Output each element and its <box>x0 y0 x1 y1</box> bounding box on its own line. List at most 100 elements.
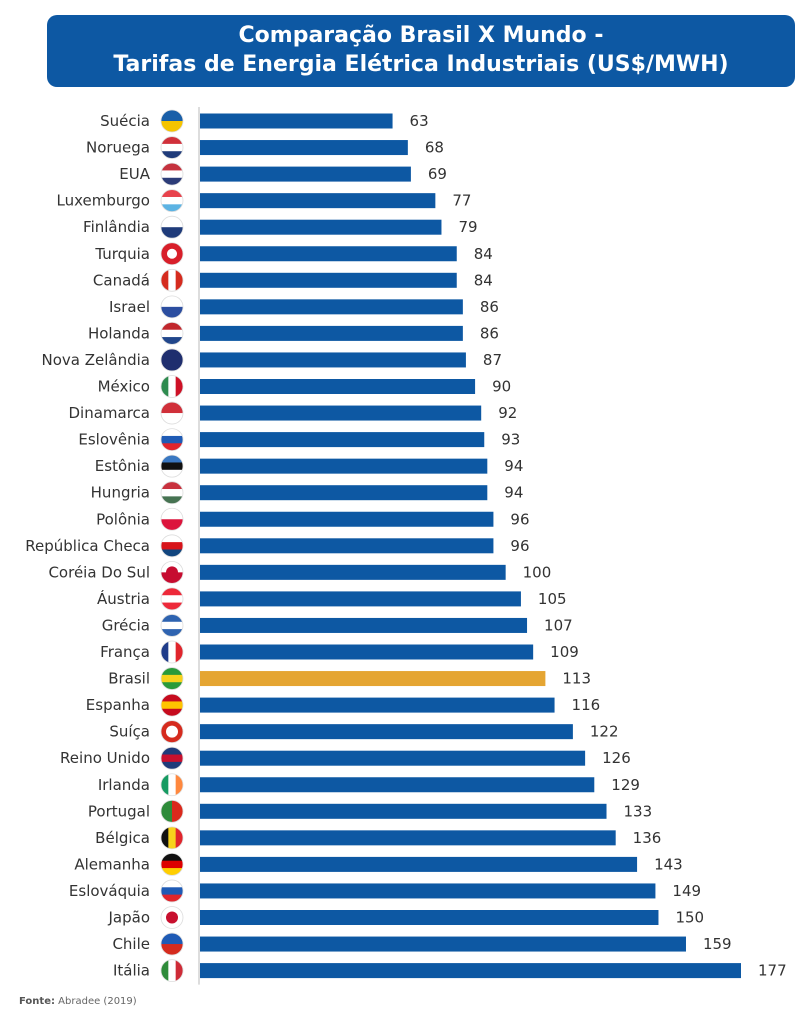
flag-border <box>160 720 184 744</box>
category-label: Grécia <box>102 616 150 634</box>
flag-border <box>160 587 184 611</box>
category-label: Suécia <box>100 112 150 130</box>
category-label: Suíça <box>109 723 150 741</box>
bar <box>200 856 638 872</box>
bar <box>200 750 586 766</box>
bar <box>200 697 555 713</box>
flag-border <box>160 693 184 717</box>
flag-border <box>160 375 184 398</box>
data-label: 159 <box>703 935 732 953</box>
category-label: França <box>100 643 150 661</box>
sweden-flag-icon <box>161 110 183 132</box>
category-label: Holanda <box>88 324 150 342</box>
source-label: Fonte: <box>19 996 55 1007</box>
bar <box>200 617 528 633</box>
data-label: 69 <box>428 165 447 183</box>
bar <box>200 352 466 368</box>
category-label: Itália <box>113 962 150 980</box>
bar <box>200 272 457 288</box>
bar <box>200 299 463 315</box>
category-label: Chile <box>112 935 150 953</box>
category-label: Dinamarca <box>69 404 151 422</box>
source-text: Abradee (2019) <box>58 996 137 1007</box>
data-label: 77 <box>452 192 471 210</box>
flag-border <box>160 746 184 770</box>
data-label: 87 <box>483 351 502 369</box>
data-label: 122 <box>590 723 619 741</box>
finland-flag-icon <box>161 216 183 239</box>
category-label: Áustria <box>97 589 150 608</box>
category-label: Portugal <box>88 802 150 820</box>
flag-border <box>160 932 184 956</box>
portugal-flag-icon <box>161 800 183 823</box>
ireland-flag-icon <box>161 773 183 796</box>
category-label: Coréia Do Sul <box>48 563 150 581</box>
flag-border <box>160 242 184 266</box>
austria-flag-icon <box>161 587 183 610</box>
category-label: Alemanha <box>74 855 150 873</box>
bar <box>200 910 659 925</box>
bar <box>200 644 534 660</box>
category-label: Nova Zelândia <box>42 351 151 369</box>
bar <box>200 405 482 421</box>
category-label: Hungria <box>91 484 150 502</box>
data-label: 133 <box>624 802 653 820</box>
flag-border <box>160 215 184 239</box>
flag-border <box>160 799 184 823</box>
south-korea-flag-icon <box>161 561 183 584</box>
flag-border <box>160 560 184 584</box>
flag-border <box>160 454 184 478</box>
flag-border <box>160 507 184 531</box>
flag-border <box>160 348 184 372</box>
category-label: Polônia <box>96 510 150 528</box>
category-label: República Checa <box>25 537 150 555</box>
category-label: Japão <box>107 909 150 927</box>
bar <box>200 671 546 687</box>
data-label: 86 <box>480 324 499 342</box>
category-label: Eslováquia <box>69 882 150 900</box>
data-label: 94 <box>504 484 523 502</box>
category-label: México <box>98 378 150 396</box>
category-label: Eslovênia <box>78 431 150 449</box>
data-label: 107 <box>544 616 573 634</box>
data-label: 93 <box>501 431 520 449</box>
data-label: 126 <box>602 749 631 767</box>
brazil-flag-icon <box>161 667 183 690</box>
data-label: 129 <box>611 776 640 794</box>
bar <box>200 883 656 899</box>
category-label: Turquia <box>94 245 150 263</box>
bar <box>200 379 476 394</box>
denmark-flag-icon <box>161 402 183 425</box>
chile-flag-icon <box>161 933 183 956</box>
japan-flag-icon <box>161 906 183 929</box>
data-label: 86 <box>480 298 499 316</box>
data-label: 68 <box>425 139 444 157</box>
luxembourg-flag-icon <box>161 189 183 212</box>
flag-border <box>160 428 184 452</box>
chart-title: Comparação Brasil X Mundo - <box>238 23 604 48</box>
flag-border <box>160 109 184 133</box>
bar <box>200 140 408 156</box>
bar <box>200 936 686 952</box>
flag-border <box>160 614 184 637</box>
chart-title-banner: Comparação Brasil X Mundo - Tarifas de E… <box>47 15 795 87</box>
germany-flag-icon <box>161 853 183 876</box>
canada-flag-icon <box>161 269 183 292</box>
flag-border <box>160 162 184 186</box>
bar <box>200 458 488 474</box>
data-label: 92 <box>498 404 517 422</box>
flag-border <box>160 959 184 982</box>
bar <box>200 246 457 262</box>
data-label: 96 <box>510 510 529 528</box>
source-note: Fonte: Abradee (2019) <box>19 996 137 1007</box>
flag-border <box>160 906 184 929</box>
new-zealand-flag-icon <box>161 348 183 371</box>
israel-flag-icon <box>161 295 183 318</box>
flag-border <box>160 268 184 292</box>
hungary-flag-icon <box>161 481 183 504</box>
category-label: Estônia <box>95 457 150 475</box>
bar <box>200 564 506 580</box>
category-label: Irlanda <box>98 776 150 794</box>
estonia-flag-icon <box>161 455 183 478</box>
